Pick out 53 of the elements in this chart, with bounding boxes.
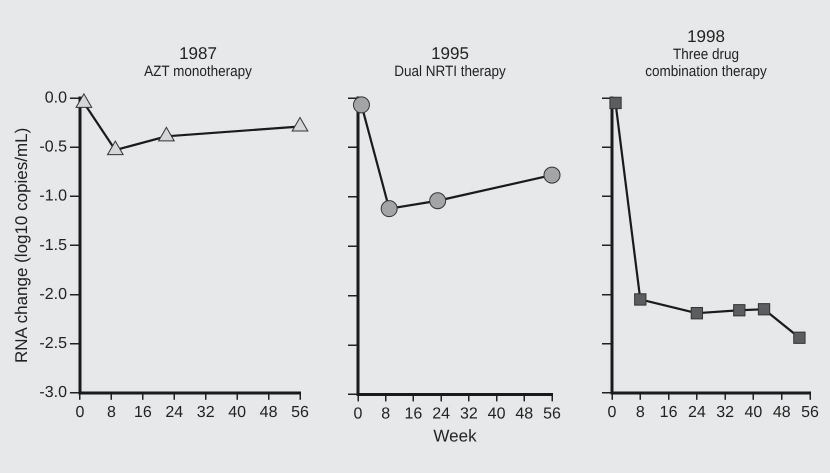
x-tick-label: 0 (76, 404, 85, 421)
x-tick-label: 56 (543, 405, 561, 422)
point (76, 93, 92, 108)
x-tick-label: 16 (134, 404, 152, 421)
x-tick-label: 32 (196, 404, 215, 421)
point (107, 140, 124, 156)
chart-subtitle: AZT monotherapy (143, 63, 253, 80)
chart-title: 1987 (178, 44, 218, 63)
chart-title: 1995 (430, 44, 470, 63)
x-tick-label: 48 (260, 404, 278, 421)
x-tick-label: 40 (488, 405, 506, 422)
chart-subtitle: Three drug combination therapy (644, 46, 768, 80)
x-tick-label: 40 (744, 404, 762, 421)
x-axis-title: Week (433, 426, 478, 446)
x-tick-label: 32 (460, 405, 478, 422)
point (352, 96, 370, 114)
point (292, 117, 308, 132)
x-tick-label: 8 (106, 404, 116, 421)
point (758, 303, 770, 316)
x-tick-label: 32 (716, 404, 734, 421)
point (544, 166, 560, 184)
chart-subtitle: Dual NRTI therapy (393, 63, 507, 80)
point (690, 307, 704, 320)
x-tick-label: 8 (381, 405, 390, 422)
y-tick-label: -0.5 (39, 138, 68, 156)
y-tick-label: -2.5 (39, 335, 68, 352)
x-tick-label: 0 (608, 404, 617, 421)
x-tick-label: 24 (432, 405, 450, 422)
point (380, 200, 398, 218)
point (634, 293, 646, 306)
x-tick-label: 24 (688, 404, 706, 421)
x-tick-label: 48 (515, 405, 534, 422)
point (733, 304, 746, 316)
point (793, 332, 806, 344)
x-tick-label: 56 (801, 404, 819, 421)
y-tick-label: -3.0 (39, 384, 68, 402)
chart-title: 1998 (686, 27, 726, 46)
y-tick-label: -1.5 (39, 236, 68, 254)
y-tick-label: -1.0 (39, 188, 68, 205)
point (158, 126, 175, 142)
y-tick-label: -2.0 (39, 286, 68, 303)
x-tick-label: 0 (354, 405, 363, 422)
x-tick-label: 56 (291, 404, 309, 421)
point (609, 96, 622, 110)
x-tick-label: 16 (404, 405, 422, 422)
y-axis-title: RNA change (log10 copies/mL) (12, 128, 31, 364)
x-tick-label: 48 (772, 404, 791, 421)
x-tick-label: 16 (660, 404, 678, 421)
point (429, 192, 446, 210)
y-tick-label: 0.0 (44, 89, 68, 106)
x-tick-label: 40 (228, 404, 246, 421)
x-tick-label: 24 (165, 404, 184, 421)
x-tick-label: 8 (636, 404, 645, 421)
